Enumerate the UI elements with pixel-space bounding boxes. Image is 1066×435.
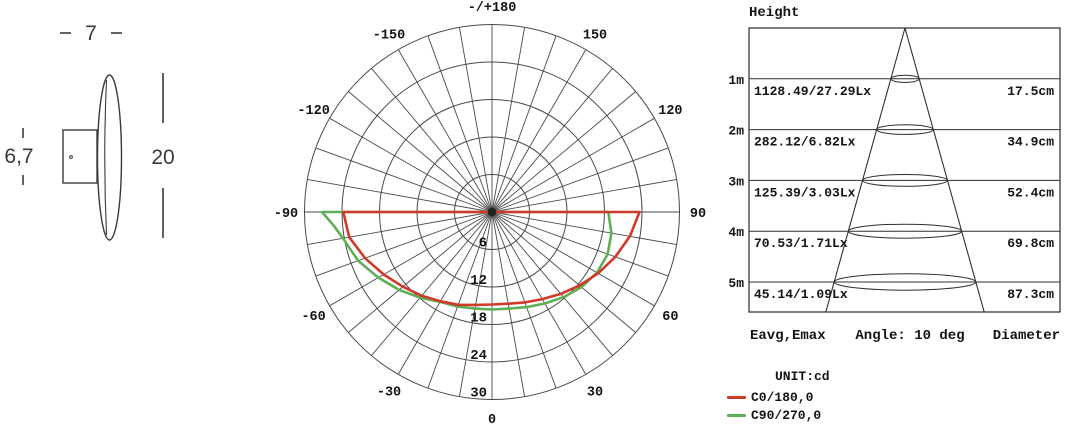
polar-angle-label: 90 <box>690 207 706 222</box>
polar-angle-label: -90 <box>274 207 298 222</box>
polar-spoke <box>397 49 493 213</box>
cone-diameter-value: 34.9cm <box>1007 135 1054 150</box>
polar-angle-label: 120 <box>658 104 682 119</box>
cone-diameter-value: 69.8cm <box>1007 236 1054 251</box>
cone-footer-eavg-emax: Eavg,Emax <box>750 328 826 344</box>
polar-angle-label: 0 <box>488 413 496 428</box>
polar-angle-label: -150 <box>373 29 405 44</box>
polar-spoke <box>491 211 587 375</box>
legend-entry-c0-label: C0/180,0 <box>751 389 814 405</box>
cone-height-label: 3m <box>728 174 744 189</box>
cone-edge-left <box>825 27 906 313</box>
polar-spoke <box>371 68 493 213</box>
polar-spoke <box>315 147 493 213</box>
legend-unit-label: UNIT:cd <box>775 369 830 384</box>
cone-diameter-value: 52.4cm <box>1007 185 1054 200</box>
mount-box <box>62 129 98 184</box>
polar-spoke <box>329 211 493 307</box>
legend-entry-c90-label: C90/270,0 <box>751 407 822 423</box>
polar-spoke <box>491 91 636 213</box>
polar-spoke <box>491 27 526 213</box>
polar-ring-label: 24 <box>470 348 487 364</box>
polar-spoke <box>491 178 677 213</box>
screw-dot <box>69 155 73 159</box>
polar-ring-label: 6 <box>479 236 487 252</box>
polar-center-dot <box>487 207 497 217</box>
cone-eavg-emax-value: 70.53/1.71Lx <box>754 236 848 251</box>
polar-spoke <box>348 91 493 213</box>
polar-angle-label: 30 <box>587 385 603 400</box>
diameter-dim-label: 20 <box>151 146 174 169</box>
cone-height-label: 4m <box>728 225 744 240</box>
polar-spoke <box>458 27 493 213</box>
polar-spoke <box>307 211 493 246</box>
cone-footer-angle: Angle: 10 deg <box>855 328 964 344</box>
cone-title: Height <box>749 5 799 21</box>
polar-spoke <box>427 35 493 213</box>
legend-entry-c90: C90/270,0 <box>727 406 830 424</box>
depth-dim-label: 6,7 <box>4 145 33 168</box>
polar-spoke <box>307 178 493 213</box>
c90-line-swatch <box>727 413 746 417</box>
polar-angle-label: 150 <box>583 29 607 44</box>
polar-spoke <box>329 117 493 213</box>
polar-spoke <box>491 211 557 389</box>
polar-spoke <box>491 49 587 213</box>
polar-angle-label: -120 <box>297 104 329 119</box>
polar-spoke <box>491 211 677 246</box>
cone-height-label: 1m <box>728 73 744 88</box>
polar-spoke <box>491 211 655 307</box>
polar-spoke <box>491 68 613 213</box>
cone-box <box>748 27 1061 313</box>
legend-entry-c0: C0/180,0 <box>727 388 830 406</box>
polar-spoke <box>427 211 493 389</box>
polar-ring-label: 30 <box>470 386 487 402</box>
cone-edge-right <box>904 27 985 313</box>
width-dim-label: 7 <box>85 22 97 45</box>
cone-height-label: 5m <box>728 276 744 291</box>
polar-ring-label: 12 <box>470 273 487 289</box>
polar-spoke <box>491 117 655 213</box>
disc-ellipse <box>96 74 123 241</box>
polar-curve-c90 <box>320 210 613 311</box>
c0-line-swatch <box>727 395 746 399</box>
legend: UNIT:cd C0/180,0 C90/270,0 <box>727 369 830 424</box>
polar-spoke <box>491 35 557 213</box>
cone-diameter-value: 87.3cm <box>1007 287 1054 302</box>
polar-spoke <box>491 147 669 213</box>
cone-footer-diameter: Diameter <box>993 328 1060 344</box>
polar-spoke <box>371 211 493 356</box>
product-dimension-drawing: 7 6,7 20 <box>4 22 175 241</box>
disc-seam-line <box>104 79 108 236</box>
cone-height-label: 2m <box>728 124 744 139</box>
polar-spoke <box>491 211 636 333</box>
polar-curve-c0 <box>342 210 641 307</box>
polar-angle-label: -60 <box>301 310 325 325</box>
cone-illuminance-diagram: Height 1m 1128.49/27.29Lx 17.5cm 2m 282.12/6.… <box>728 5 1061 344</box>
cone-eavg-emax-value: 125.39/3.03Lx <box>754 185 856 200</box>
polar-angle-label: 60 <box>662 310 678 325</box>
polar-angle-label: -30 <box>377 385 401 400</box>
polar-ring-label: 18 <box>470 311 487 327</box>
cone-eavg-emax-value: 1128.49/27.29Lx <box>754 84 871 99</box>
polar-spoke <box>397 211 493 375</box>
cone-diameter-value: 17.5cm <box>1007 84 1054 99</box>
cone-eavg-emax-value: 282.12/6.82Lx <box>754 135 856 150</box>
polar-spoke <box>491 211 669 277</box>
cone-eavg-emax-value: 45.14/1.09Lx <box>754 287 848 302</box>
polar-spoke <box>348 211 493 333</box>
polar-spoke <box>491 211 613 356</box>
polar-angle-label: -/+180 <box>468 1 517 16</box>
polar-intensity-chart: 6 12 18 24 30 -/+180 -150 150 -120 120 -90 90 -60 60 -… <box>274 1 706 428</box>
polar-spoke <box>315 211 493 277</box>
